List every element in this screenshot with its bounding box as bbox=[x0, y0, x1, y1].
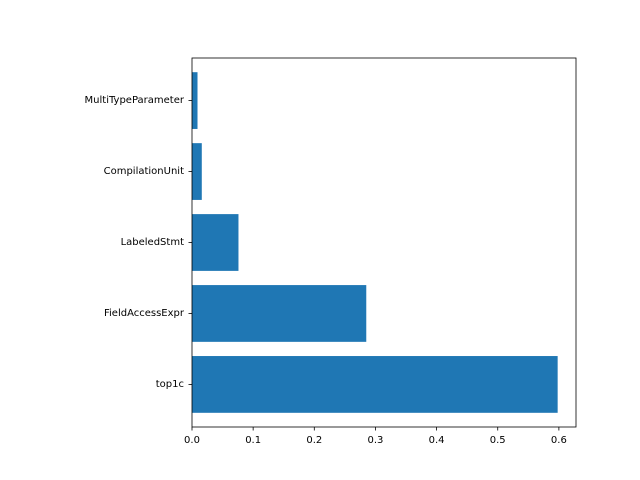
x-tick-label: 0.4 bbox=[429, 435, 445, 446]
x-tick-label: 0.0 bbox=[184, 435, 200, 446]
y-tick-label: FieldAccessExpr bbox=[104, 308, 185, 319]
x-tick-label: 0.3 bbox=[367, 435, 383, 446]
bars-group bbox=[192, 72, 558, 413]
y-tick-label: CompilationUnit bbox=[104, 166, 184, 177]
x-axis-ticks: 0.0 0.1 0.2 0.3 0.4 0.5 0.6 bbox=[184, 427, 567, 446]
bar-MultiTypeParameter bbox=[192, 72, 198, 129]
y-tick-label: top1c bbox=[156, 379, 184, 390]
y-axis-ticks: top1c FieldAccessExpr LabeledStmt Compilati… bbox=[85, 95, 192, 390]
x-tick-label: 0.1 bbox=[245, 435, 261, 446]
bar-LabeledStmt bbox=[192, 214, 239, 271]
x-tick-label: 0.6 bbox=[551, 435, 567, 446]
y-tick-label: LabeledStmt bbox=[121, 237, 184, 248]
x-tick-label: 0.5 bbox=[490, 435, 506, 446]
plot-frame bbox=[191, 57, 577, 428]
bar-CompilationUnit bbox=[192, 143, 202, 200]
bar-top1c bbox=[192, 356, 558, 413]
x-tick-label: 0.2 bbox=[306, 435, 322, 446]
y-tick-label: MultiTypeParameter bbox=[85, 95, 185, 106]
bar-FieldAccessExpr bbox=[192, 285, 367, 342]
